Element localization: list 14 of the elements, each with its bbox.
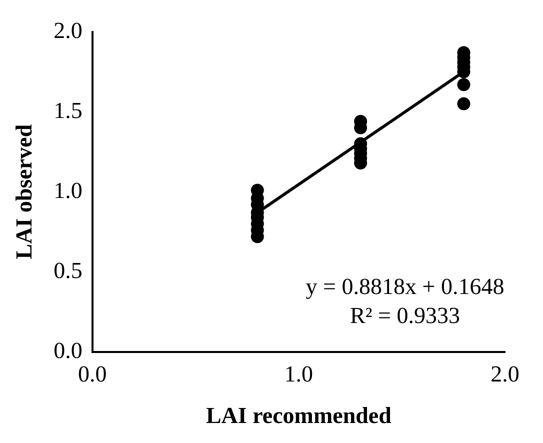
- y-axis-title: LAI observed: [12, 124, 37, 260]
- x-axis-title: LAI recommended: [206, 403, 392, 428]
- point: [457, 97, 470, 110]
- y-tick-label: 0.0: [54, 338, 82, 363]
- annotation: R² = 0.9333: [350, 302, 460, 328]
- y-tick-label: 2.0: [54, 18, 82, 43]
- y-tick-label: 0.5: [54, 258, 82, 283]
- annotation: y = 0.8818x + 0.1648: [306, 274, 504, 299]
- x-tick-label: 2.0: [490, 362, 520, 387]
- y-tick-label: 1.5: [54, 98, 82, 123]
- x-tick-label: 0.0: [78, 362, 107, 387]
- point: [457, 78, 470, 92]
- y-tick-label: 1.0: [54, 178, 82, 203]
- x-tick-label: 1.0: [284, 362, 314, 387]
